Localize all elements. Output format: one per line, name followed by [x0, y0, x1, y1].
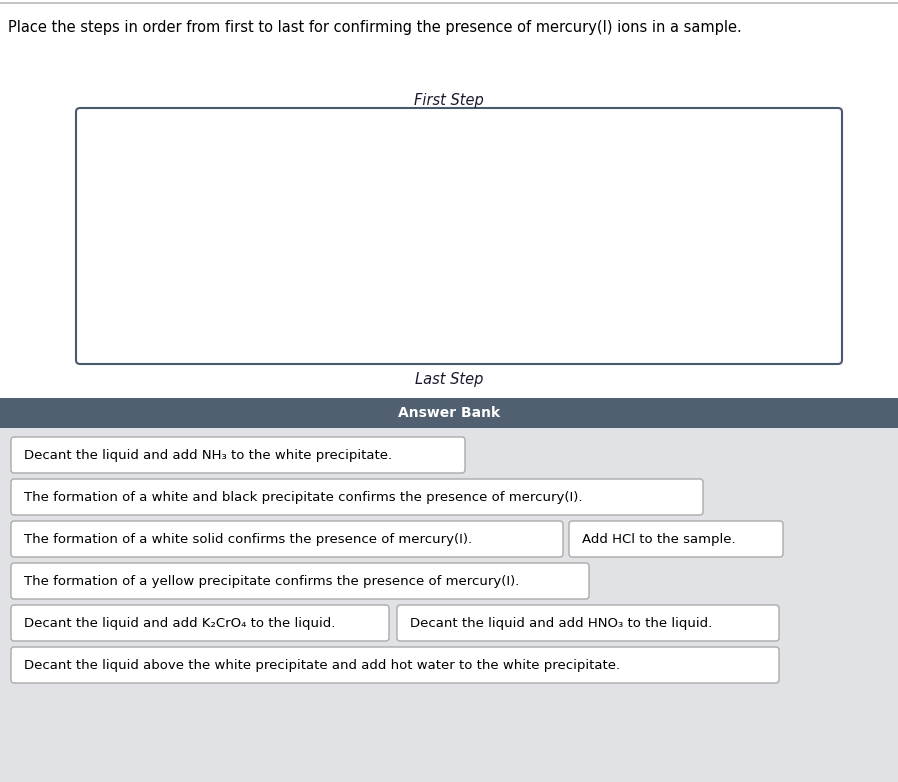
- FancyBboxPatch shape: [11, 605, 389, 641]
- Text: Decant the liquid above the white precipitate and add hot water to the white pre: Decant the liquid above the white precip…: [24, 658, 621, 672]
- Text: First Step: First Step: [414, 93, 484, 108]
- Text: Place the steps in order from first to last for confirming the presence of mercu: Place the steps in order from first to l…: [8, 20, 742, 35]
- FancyBboxPatch shape: [11, 521, 563, 557]
- FancyBboxPatch shape: [11, 647, 779, 683]
- Text: The formation of a white solid confirms the presence of mercury(I).: The formation of a white solid confirms …: [24, 533, 472, 546]
- FancyBboxPatch shape: [569, 521, 783, 557]
- FancyBboxPatch shape: [0, 428, 898, 782]
- Text: Decant the liquid and add HNO₃ to the liquid.: Decant the liquid and add HNO₃ to the li…: [410, 616, 712, 630]
- Text: The formation of a yellow precipitate confirms the presence of mercury(I).: The formation of a yellow precipitate co…: [24, 575, 519, 587]
- FancyBboxPatch shape: [0, 398, 898, 428]
- Text: The formation of a white and black precipitate confirms the presence of mercury(: The formation of a white and black preci…: [24, 490, 583, 504]
- FancyBboxPatch shape: [76, 108, 842, 364]
- FancyBboxPatch shape: [397, 605, 779, 641]
- Text: Add HCl to the sample.: Add HCl to the sample.: [582, 533, 735, 546]
- Text: Answer Bank: Answer Bank: [398, 406, 500, 420]
- Text: Last Step: Last Step: [415, 372, 483, 387]
- Text: Decant the liquid and add NH₃ to the white precipitate.: Decant the liquid and add NH₃ to the whi…: [24, 449, 392, 461]
- FancyBboxPatch shape: [11, 479, 703, 515]
- FancyBboxPatch shape: [11, 437, 465, 473]
- FancyBboxPatch shape: [11, 563, 589, 599]
- Text: Decant the liquid and add K₂CrO₄ to the liquid.: Decant the liquid and add K₂CrO₄ to the …: [24, 616, 335, 630]
